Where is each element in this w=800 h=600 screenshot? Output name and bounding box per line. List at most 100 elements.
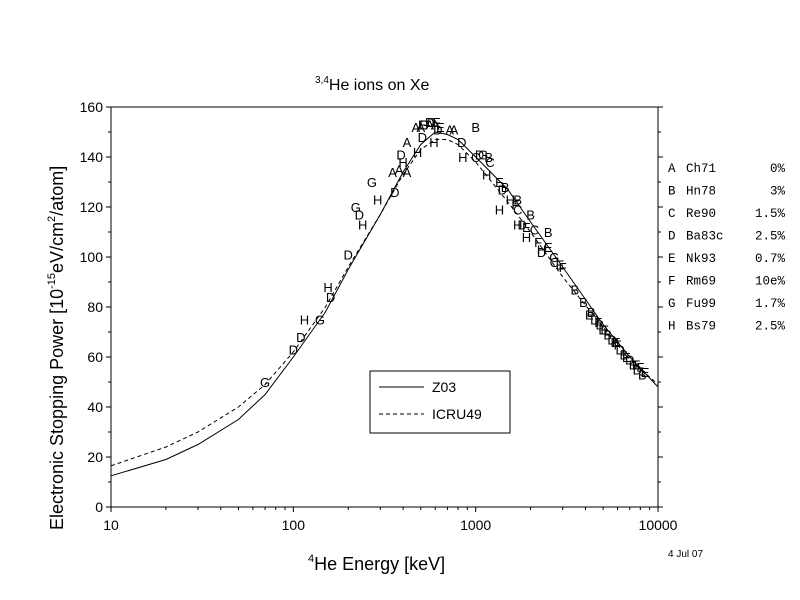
data-point-e: E — [544, 240, 553, 255]
reference-code: Ch71 — [686, 162, 716, 176]
data-point-b: B — [587, 305, 596, 320]
data-point-h: H — [495, 203, 504, 218]
y-axis-title: Electronic Stopping Power [10-15eV/cm2/a… — [46, 166, 67, 530]
data-point-e: E — [495, 175, 504, 190]
reference-letter: B — [668, 185, 676, 199]
chart-title-main: He ions on Xe — [329, 77, 430, 94]
reference-error: 0% — [770, 162, 786, 176]
data-point-a: A — [403, 135, 412, 150]
data-point-h: H — [373, 193, 382, 208]
data-point-d: D — [457, 135, 466, 150]
data-point-a: A — [388, 165, 397, 180]
data-point-h: H — [522, 230, 531, 245]
x-axis-title-main: He Energy [keV] — [314, 554, 445, 574]
data-point-b: B — [611, 335, 620, 350]
data-point-b: B — [620, 348, 629, 363]
data-point-h: H — [482, 168, 491, 183]
y-axis-title-part1: Electronic Stopping Power [10 — [47, 289, 67, 530]
data-point-b: B — [579, 295, 588, 310]
data-point-g: G — [419, 118, 429, 133]
reference-error: 2.5% — [755, 230, 786, 244]
data-point-h: H — [537, 243, 546, 258]
reference-code: Hn78 — [686, 185, 716, 199]
data-point-b: B — [526, 208, 535, 223]
x-axis-title-superscript: 4 — [308, 553, 314, 565]
y-axis-title-exp1: -15 — [46, 273, 58, 289]
data-point-d: D — [433, 123, 442, 138]
data-point-b: B — [544, 225, 553, 240]
data-point-c: C — [530, 223, 539, 238]
data-point-b: B — [603, 328, 612, 343]
data-point-f: F — [594, 315, 602, 330]
y-tick-label: 120 — [80, 199, 104, 215]
data-point-d: D — [607, 333, 616, 348]
reference-letter: H — [668, 320, 676, 334]
reference-error: 1.7% — [755, 297, 786, 311]
data-point-d: D — [518, 218, 527, 233]
data-point-h: H — [358, 218, 367, 233]
data-point-h: H — [300, 313, 309, 328]
y-tick-label: 160 — [80, 99, 104, 115]
reference-code: Fu99 — [686, 297, 716, 311]
x-tick-label: 100 — [282, 517, 306, 533]
data-point-f: F — [433, 115, 441, 130]
x-tick-label: 1000 — [460, 517, 491, 533]
data-point-b: B — [471, 120, 480, 135]
data-point-h: H — [458, 150, 467, 165]
data-point-d: D — [296, 330, 305, 345]
data-point-d: D — [475, 148, 484, 163]
data-point-b: B — [513, 193, 522, 208]
reference-letter: D — [668, 230, 676, 244]
data-point-h: H — [513, 218, 522, 233]
reference-code: Nk93 — [686, 252, 716, 266]
data-point-b: B — [629, 358, 638, 373]
y-tick-label: 20 — [87, 449, 103, 465]
data-point-e: E — [436, 120, 445, 135]
data-point-b: B — [484, 150, 493, 165]
data-point-h: H — [323, 280, 332, 295]
data-point-h: H — [506, 193, 515, 208]
reference-error: 1.5% — [755, 207, 786, 221]
data-point-g: G — [260, 375, 270, 390]
data-point-b: B — [638, 368, 647, 383]
data-point-h: H — [413, 145, 422, 160]
reference-letter: A — [668, 162, 676, 176]
data-point-c: C — [426, 115, 435, 130]
data-point-d: D — [615, 343, 624, 358]
data-point-a: A — [403, 165, 412, 180]
data-point-a: A — [450, 123, 459, 138]
data-point-c: C — [471, 150, 480, 165]
y-tick-label: 140 — [80, 149, 104, 165]
data-point-g: G — [315, 313, 325, 328]
data-point-f: F — [636, 360, 644, 375]
reference-key: A Ch71 0% B Hn78 3% C Re90 1.5% D Ba83c 2.5% E Nk93 0.… — [668, 162, 785, 334]
model-curves — [110, 131, 659, 477]
data-point-h: H — [398, 155, 407, 170]
y-tick-label: 100 — [80, 249, 104, 265]
data-point-a: A — [416, 120, 425, 135]
data-point-b: B — [571, 283, 580, 298]
x-axis-title: 4He Energy [keV] — [308, 553, 445, 574]
data-point-b: B — [501, 180, 510, 195]
data-point-e: E — [600, 323, 609, 338]
reference-error: 2.5% — [755, 320, 786, 334]
data-point-g: G — [351, 200, 361, 215]
y-axis-title-exp2: 2 — [46, 216, 58, 222]
x-tick-label: 10 — [103, 517, 119, 533]
data-point-g: G — [549, 250, 559, 265]
chart-title: 3,4He ions on Xe — [315, 75, 430, 94]
data-point-f: F — [559, 260, 567, 275]
data-point-d: D — [498, 183, 507, 198]
reference-letter: F — [668, 275, 676, 289]
data-point-d: D — [289, 343, 298, 358]
data-point-f: F — [614, 338, 622, 353]
data-point-d: D — [625, 353, 634, 368]
y-axis-title-part2: eV/cm — [47, 222, 67, 273]
data-point-c: C — [485, 155, 494, 170]
chart-title-superscript: 3,4 — [315, 75, 329, 86]
legend-label-z03: Z03 — [432, 379, 456, 395]
data-point-f: F — [534, 235, 542, 250]
y-axis-title-part3: /atom] — [47, 166, 67, 216]
axis-ticks: 0 20 40 60 80 100 120 140 160 10 100 1000 10000 — [80, 99, 678, 533]
